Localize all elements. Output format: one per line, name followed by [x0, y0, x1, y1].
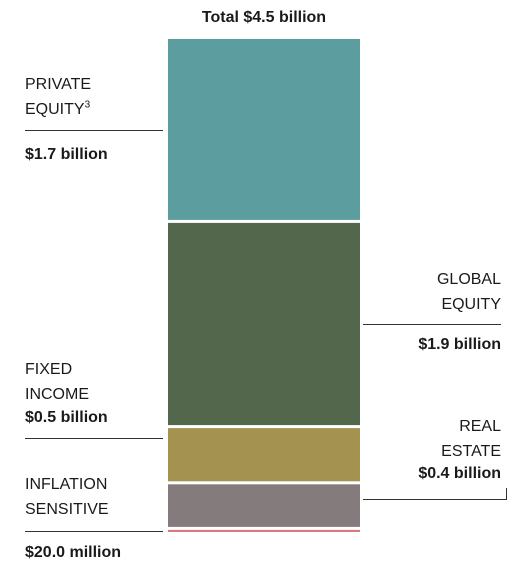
bar-segment-private-equity [168, 39, 360, 220]
global-equity-name-line1: GLOBAL [436, 271, 501, 288]
private-equity-name-line2: EQUITY3 [25, 97, 91, 122]
inflation-sensitive-leader-line [25, 531, 163, 532]
bar-segment-real-estate [168, 484, 360, 527]
global-equity-label: GLOBAL EQUITY [437, 267, 501, 317]
private-equity-name-line1: PRIVATE [25, 76, 92, 93]
fixed-income-value: $0.5 billion [25, 409, 108, 426]
chart-title: Total $4.5 billion [202, 9, 326, 26]
global-equity-leader-line [363, 324, 501, 325]
real-estate-value: $0.4 billion [418, 465, 501, 482]
fixed-income-name-line1: FIXED [25, 361, 73, 378]
inflation-sensitive-name-line2: SENSITIVE [25, 501, 109, 518]
fixed-income-leader-line [25, 438, 163, 439]
real-estate-name-line1: REAL [459, 418, 501, 435]
global-equity-value: $1.9 billion [418, 336, 501, 353]
private-equity-value: $1.7 billion [25, 146, 108, 163]
global-equity-name-line2: EQUITY [441, 296, 501, 313]
real-estate-leader-tick [506, 488, 507, 500]
inflation-sensitive-value: $20.0 million [25, 544, 122, 561]
private-equity-name-text: EQUITY [25, 101, 85, 118]
bar-segment-inflation-sensitive [168, 529, 360, 532]
fixed-income-label: FIXED INCOME [25, 357, 89, 407]
inflation-sensitive-name-line1: INFLATION [25, 476, 108, 493]
bar-segments [168, 39, 360, 532]
fixed-income-name-line2: INCOME [25, 386, 89, 403]
real-estate-leader-line [363, 499, 507, 500]
inflation-sensitive-label: INFLATION SENSITIVE [25, 472, 109, 522]
private-equity-leader-line [25, 130, 163, 131]
private-equity-footnote: 3 [84, 99, 91, 111]
bar-segment-fixed-income [168, 428, 360, 482]
bar-segment-global-equity [168, 222, 360, 426]
private-equity-label: PRIVATE EQUITY3 [25, 72, 91, 122]
real-estate-name-line2: ESTATE [441, 443, 501, 460]
real-estate-label: REAL ESTATE [441, 414, 501, 464]
